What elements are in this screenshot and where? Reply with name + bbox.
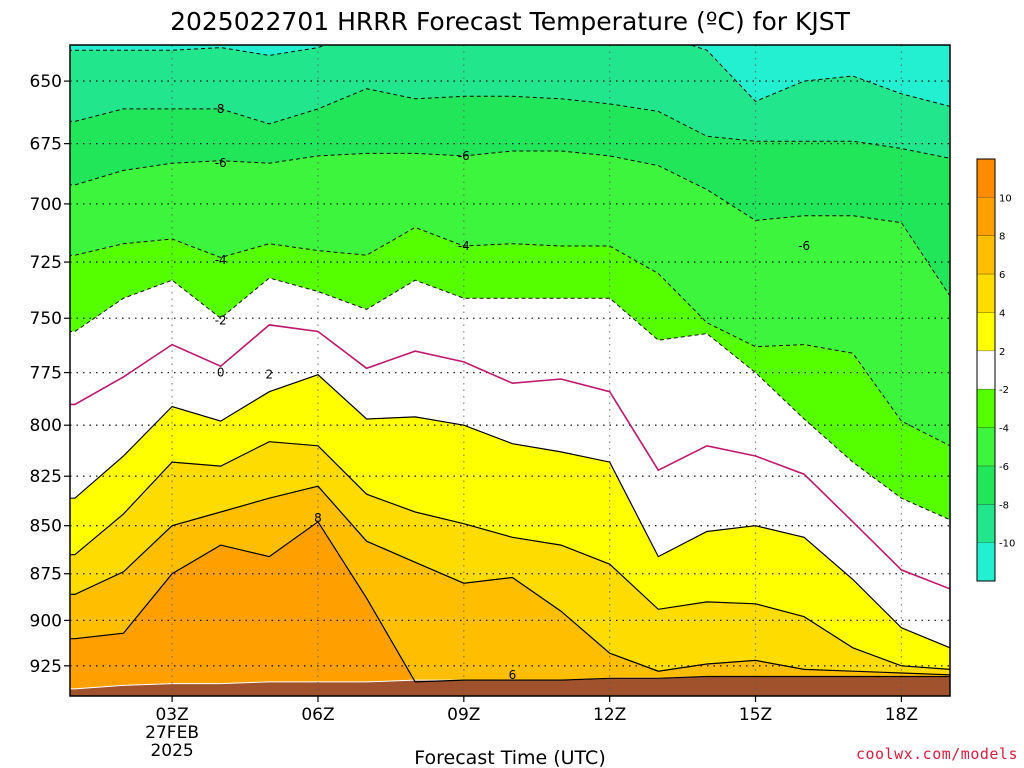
isotherm-lines <box>70 45 950 683</box>
x-tick-sublabel-0: 27FEB <box>145 723 199 743</box>
colorbar-bin--6-to--4 <box>977 427 995 466</box>
grid-lines <box>70 45 950 696</box>
colorbar-label--10: -10 <box>999 539 1015 550</box>
isotherm-label-9: 8 <box>314 511 322 525</box>
isotherm-label-2: -6 <box>458 149 470 163</box>
colorbar-label-4: 4 <box>999 308 1005 319</box>
isotherm-8 <box>70 520 950 683</box>
isotherm-label-3: -6 <box>798 239 810 253</box>
band-2-to-4 <box>70 374 950 670</box>
x-tick-label-15Z: 15Z <box>739 705 772 725</box>
colorbar-bin--12-to--10 <box>977 542 995 581</box>
isotherm-labels: 8 -6 -6 -6 -4 -4 -2 0 2 8 6 <box>215 102 810 682</box>
y-tick-label-725: 725 <box>30 253 62 273</box>
colorbar-bin--2-to-2 <box>977 350 995 390</box>
x-tick-label-12Z: 12Z <box>593 705 626 725</box>
plot-area <box>70 45 950 696</box>
colorbar-label-8: 8 <box>999 232 1005 243</box>
chart-title: 2025022701 HRRR Forecast Temperature (ºC… <box>170 7 851 36</box>
isotherm-label-7: 0 <box>217 366 225 380</box>
x-tick-label-06Z: 06Z <box>301 705 334 725</box>
x-tick-label-18Z: 18Z <box>885 705 918 725</box>
isotherm--10 <box>70 45 950 107</box>
isotherm-4 <box>70 441 950 670</box>
colorbar-bin-8-to-10 <box>977 197 995 236</box>
axes: 65067570072575077580082585087590092503Z2… <box>30 44 951 761</box>
colorbar-label--8: -8 <box>999 500 1009 511</box>
y-tick-label-925: 925 <box>30 657 62 677</box>
colorbar-bin-4-to-6 <box>977 274 995 313</box>
isotherm--6 <box>70 150 950 297</box>
x-axis-title: Forecast Time (UTC) <box>414 747 605 768</box>
y-tick-label-825: 825 <box>30 467 62 487</box>
colorbar-bin--8-to--6 <box>977 465 995 505</box>
colorbar-label--6: -6 <box>999 462 1009 473</box>
colorbar: 10 8 6 4 2 -2 -4 -6 -8 -10 <box>976 158 1015 582</box>
isotherm-label-8: 2 <box>266 368 274 382</box>
band--4-to--2 <box>70 227 950 520</box>
band-4-to-6 <box>70 441 950 675</box>
band--12-to--10 <box>70 45 950 107</box>
colorbar-label-2: 2 <box>999 347 1005 358</box>
y-tick-label-750: 750 <box>30 309 62 329</box>
isotherm-label-10: 6 <box>509 668 517 682</box>
colorbar-bin--10-to--8 <box>977 504 995 543</box>
colorbar-label-10: 10 <box>999 193 1012 204</box>
band--8-to--6 <box>70 88 950 296</box>
y-tick-label-875: 875 <box>30 565 62 585</box>
isotherm-label-4: -4 <box>215 253 227 267</box>
isotherm--2 <box>70 277 950 521</box>
y-tick-label-850: 850 <box>30 517 62 537</box>
band--10-to--8 <box>70 45 950 159</box>
y-tick-label-650: 650 <box>30 72 62 92</box>
x-tick-label-09Z: 09Z <box>447 705 480 725</box>
colorbar-label--4: -4 <box>999 424 1009 435</box>
colorbar-bin-6-to-8 <box>977 235 995 275</box>
colorbar-label-6: 6 <box>999 270 1005 281</box>
isotherm-6 <box>70 485 950 676</box>
band-6-to-8 <box>70 486 950 682</box>
isotherm-0 <box>70 324 950 590</box>
colorbar-bin-2-to-4 <box>977 312 995 351</box>
isotherm--8 <box>70 88 950 159</box>
y-tick-label-900: 900 <box>30 611 62 631</box>
isotherm-label-5: -4 <box>458 239 470 253</box>
y-tick-label-775: 775 <box>30 364 62 384</box>
isotherm--4 <box>70 226 950 447</box>
colorbar-bin-10-to-12 <box>977 159 995 198</box>
y-tick-label-675: 675 <box>30 135 62 155</box>
band--2-to-2 <box>70 278 950 648</box>
band--6-to--4 <box>70 151 950 446</box>
colorbar-bin--4-to--2 <box>977 389 995 428</box>
x-tick-sublabel-1: 2025 <box>150 741 193 761</box>
y-tick-label-800: 800 <box>30 416 62 436</box>
x-tick-label-03Z: 03Z <box>155 705 188 725</box>
colorbar-frame <box>976 158 996 582</box>
isotherm-label-1: -6 <box>215 156 227 170</box>
isotherm-label-0: 8 <box>217 102 225 116</box>
isotherm-2 <box>70 374 950 649</box>
credit-text: coolwx.com/models <box>856 745 1018 763</box>
y-tick-label-700: 700 <box>30 195 62 215</box>
plot-frame <box>69 44 951 697</box>
isotherm-label-6: -2 <box>215 313 227 327</box>
colorbar-label--2: -2 <box>999 385 1009 396</box>
